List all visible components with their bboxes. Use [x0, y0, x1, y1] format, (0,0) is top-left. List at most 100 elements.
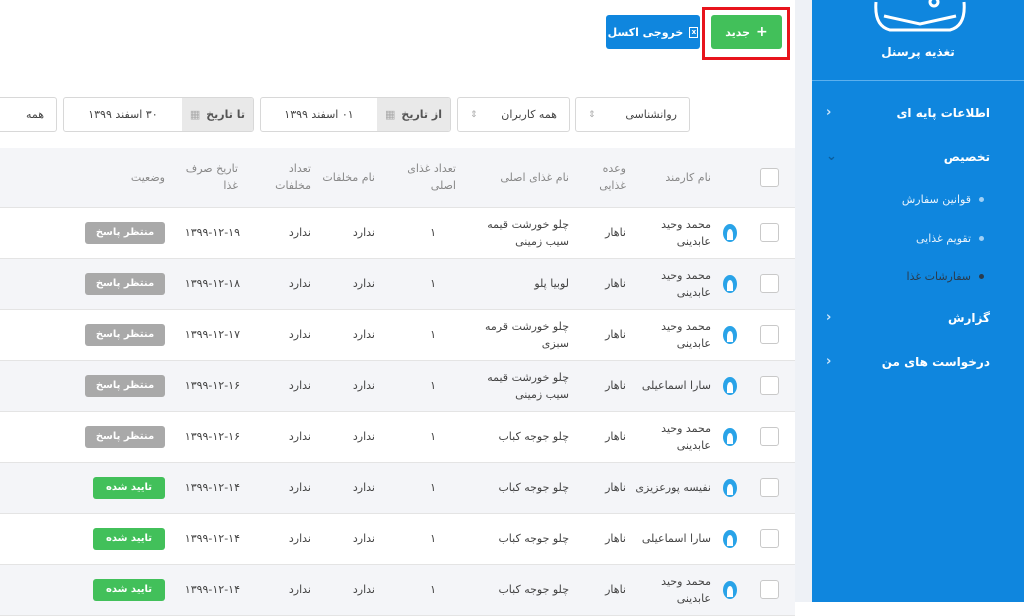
cell-side-count: ندارد	[250, 309, 315, 361]
cell-date: ۱۳۹۹-۱۲-۱۹	[175, 207, 250, 259]
table-row: محمد وحید عابدینی ناهار چلو خورشت قیمه س…	[0, 207, 795, 259]
excel-export-label: خروجی اکسل	[607, 25, 684, 39]
cell-food-count: ۱	[395, 411, 460, 463]
header-food: نام غذای اصلی	[460, 148, 585, 208]
bullet-icon	[979, 236, 984, 241]
cell-meal: ناهار	[585, 513, 630, 565]
avatar	[715, 564, 745, 616]
avatar	[715, 360, 745, 412]
avatar	[715, 411, 745, 463]
cell-status: منتظر پاسخ	[80, 258, 175, 310]
sidebar-subitem-order-rules[interactable]: قوانین سفارش	[902, 193, 984, 206]
chevron-left-icon: ‹	[826, 105, 832, 120]
table-row: محمد وحید عابدینی ناهار چلو جوجه کباب ۱ …	[0, 564, 795, 616]
sidebar: تغذیه پرسنل اطلاعات پایه ای ‹ تخصیص ⌄ قوان…	[812, 0, 1024, 602]
row-checkbox[interactable]	[745, 258, 795, 310]
cell-side-count: ندارد	[250, 564, 315, 616]
table-row: نفیسه پورعزیزی ناهار چلو جوجه کباب ۱ ندا…	[0, 462, 795, 514]
row-checkbox[interactable]	[745, 462, 795, 514]
to-date-field[interactable]: تا تاریخ ▦ ۳۰ اسفند ۱۳۹۹	[63, 97, 254, 132]
cell-status: منتظر پاسخ	[80, 207, 175, 259]
row-checkbox[interactable]	[745, 360, 795, 412]
cell-food-count: ۱	[395, 513, 460, 565]
cell-side: ندارد	[315, 258, 395, 310]
cell-employee: محمد وحید عابدینی	[630, 411, 715, 463]
avatar	[715, 258, 745, 310]
header-food-count: تعداد غذای اصلی	[395, 148, 460, 208]
food-tray-logo-icon	[874, 0, 966, 32]
cell-extra	[0, 309, 80, 361]
sidebar-divider	[812, 80, 1024, 81]
row-checkbox[interactable]	[745, 564, 795, 616]
status-badge: تایید شده	[93, 476, 165, 499]
cell-date: ۱۳۹۹-۱۲-۱۶	[175, 360, 250, 412]
cell-meal: ناهار	[585, 411, 630, 463]
cell-date: ۱۳۹۹-۱۲-۱۴	[175, 462, 250, 514]
sidebar-item-label: درخواست های من	[881, 354, 990, 369]
bullet-icon	[979, 274, 984, 279]
sidebar-item-my-requests[interactable]: درخواست های من ‹	[826, 354, 990, 369]
to-date-value: ۳۰ اسفند ۱۳۹۹	[88, 108, 158, 121]
cell-side: ندارد	[315, 462, 395, 514]
sort-arrows-icon: ⇕	[470, 109, 478, 120]
sort-arrows-icon: ⇕	[588, 109, 596, 120]
table-row: محمد وحید عابدینی ناهار لوبیا پلو ۱ ندار…	[0, 258, 795, 310]
sidebar-subitem-food-calendar[interactable]: تقویم غذایی	[916, 232, 984, 245]
cell-extra	[0, 462, 80, 514]
header-extra	[0, 148, 80, 208]
cell-meal: ناهار	[585, 564, 630, 616]
cell-extra	[0, 360, 80, 412]
plus-icon: +	[756, 24, 768, 40]
cell-meal: ناهار	[585, 462, 630, 514]
cell-status: منتظر پاسخ	[80, 411, 175, 463]
cell-food: چلو خورشت قیمه سیب زمینی	[460, 207, 585, 259]
avatar-header	[715, 148, 745, 208]
users-select[interactable]: همه کاربران ⇕	[457, 97, 570, 132]
cell-food: چلو جوجه کباب	[460, 411, 585, 463]
cell-employee: محمد وحید عابدینی	[630, 258, 715, 310]
main-content: x خروجی اکسل + جدید روانشناسی ⇕ همه کاربر…	[0, 7, 795, 616]
cell-side: ندارد	[315, 309, 395, 361]
cell-extra	[0, 207, 80, 259]
sidebar-item-allocation[interactable]: تخصیص ⌄	[826, 149, 990, 164]
cell-side-count: ندارد	[250, 258, 315, 310]
cell-employee: محمد وحید عابدینی	[630, 207, 715, 259]
cell-side: ندارد	[315, 360, 395, 412]
orders-table: نام کارمند وعده غذایی نام غذای اصلی تعدا…	[0, 148, 795, 616]
cell-meal: ناهار	[585, 258, 630, 310]
row-checkbox[interactable]	[745, 411, 795, 463]
cell-status: منتظر پاسخ	[80, 309, 175, 361]
status-badge: منتظر پاسخ	[85, 272, 165, 295]
excel-export-button[interactable]: x خروجی اکسل	[606, 15, 700, 49]
cell-food: چلو جوجه کباب	[460, 564, 585, 616]
cell-employee: محمد وحید عابدینی	[630, 309, 715, 361]
chevron-down-icon: ⌄	[826, 149, 837, 164]
status-badge: تایید شده	[93, 527, 165, 550]
from-date-value: ۰۱ اسفند ۱۳۹۹	[284, 108, 354, 121]
layout-gap	[795, 0, 812, 602]
bullet-icon	[979, 197, 984, 202]
avatar	[715, 462, 745, 514]
cell-status: منتظر پاسخ	[80, 360, 175, 412]
sidebar-item-report[interactable]: گزارش ‹	[826, 310, 990, 325]
status-select[interactable]: همه	[0, 97, 57, 132]
cell-status: تایید شده	[80, 564, 175, 616]
to-date-label-text: تا تاریخ	[206, 108, 245, 121]
sidebar-subitem-food-orders[interactable]: سفارشات غذا	[907, 270, 984, 283]
department-select[interactable]: روانشناسی ⇕	[575, 97, 690, 132]
select-all-checkbox[interactable]	[745, 148, 795, 208]
new-button[interactable]: + جدید	[711, 15, 782, 49]
cell-status: تایید شده	[80, 462, 175, 514]
sidebar-item-basic-info[interactable]: اطلاعات پایه ای ‹	[826, 105, 990, 120]
user-avatar-icon	[723, 529, 737, 548]
row-checkbox[interactable]	[745, 513, 795, 565]
chevron-left-icon: ‹	[826, 354, 832, 369]
row-checkbox[interactable]	[745, 207, 795, 259]
row-checkbox[interactable]	[745, 309, 795, 361]
sidebar-item-label: اطلاعات پایه ای	[896, 105, 990, 120]
status-badge: منتظر پاسخ	[85, 323, 165, 346]
cell-food: چلو جوجه کباب	[460, 513, 585, 565]
from-date-field[interactable]: از تاریخ ▦ ۰۱ اسفند ۱۳۹۹	[260, 97, 451, 132]
user-avatar-icon	[723, 376, 737, 395]
user-avatar-icon	[723, 478, 737, 497]
